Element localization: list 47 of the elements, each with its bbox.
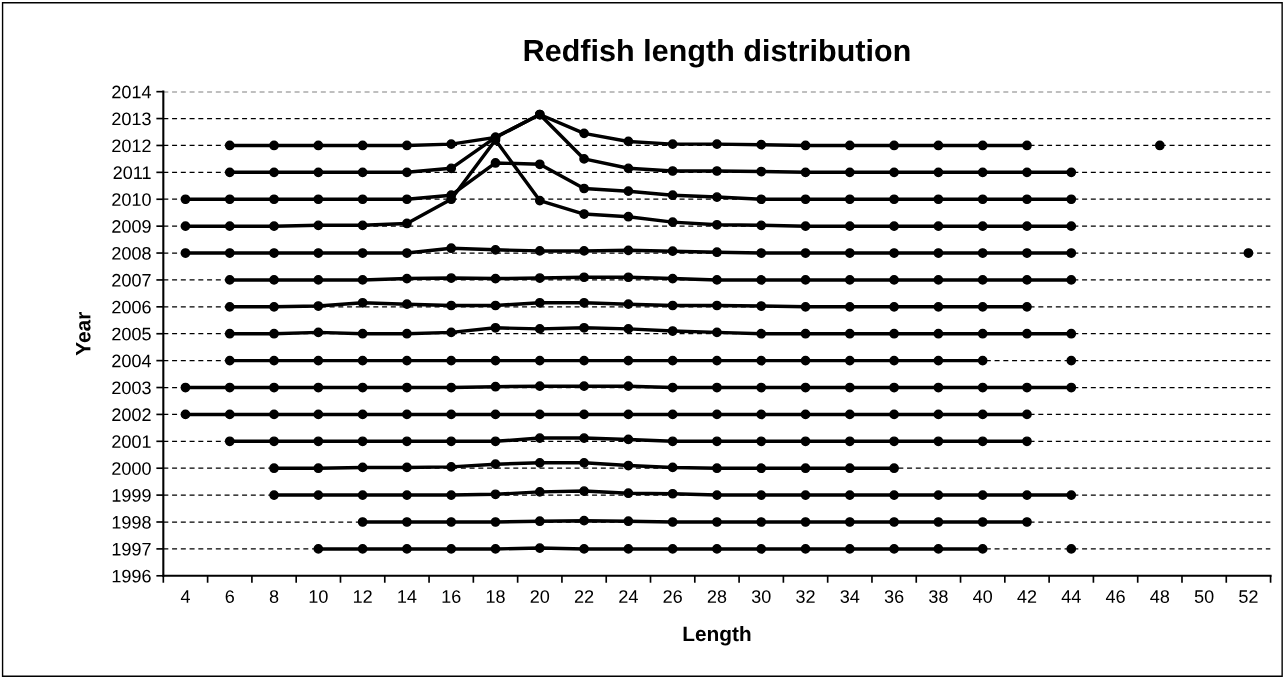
- y-tick-label: 2013: [112, 112, 151, 126]
- x-tick-label: 36: [884, 590, 904, 603]
- y-axis-title: Year: [76, 312, 91, 356]
- x-tick-label: 34: [840, 590, 860, 603]
- x-tick-label: 46: [1105, 590, 1125, 603]
- y-tick-label: 1998: [112, 515, 151, 529]
- x-tick-label: 44: [1061, 590, 1081, 603]
- x-tick-label: 24: [619, 590, 638, 603]
- y-tick-label: 2010: [112, 193, 151, 206]
- y-tick-label: 2014: [112, 85, 151, 99]
- x-tick-label: 6: [225, 590, 234, 603]
- y-tick-label: 2008: [112, 246, 151, 260]
- x-tick-label: 20: [530, 590, 550, 603]
- x-tick-label: 16: [442, 590, 461, 603]
- x-tick-label: 22: [574, 590, 594, 603]
- chart-title: Redfish length distribution: [524, 38, 910, 68]
- y-tick-label: 2009: [112, 220, 151, 233]
- y-tick-label: 2002: [112, 408, 151, 422]
- y-tick-label: 1999: [112, 489, 151, 502]
- x-tick-label: 4: [180, 590, 190, 603]
- x-tick-label: 18: [486, 590, 505, 603]
- x-tick-label: 12: [353, 590, 372, 603]
- y-tick-label: 2006: [112, 300, 151, 314]
- x-tick-label: 30: [751, 590, 771, 603]
- x-axis-title: Length: [683, 625, 751, 646]
- x-tick-label: 26: [663, 590, 682, 603]
- x-tick-label: 40: [973, 590, 993, 603]
- x-tick-label: 50: [1194, 590, 1214, 603]
- y-tick-label: 2001: [112, 435, 151, 449]
- y-tick-label: 2000: [112, 462, 151, 475]
- y-tick-label: 1997: [112, 542, 151, 556]
- y-tick-label: 2012: [112, 139, 151, 153]
- x-tick-label: 14: [398, 590, 417, 603]
- x-tick-label: 8: [269, 590, 279, 603]
- x-tick-label: 38: [929, 590, 948, 603]
- y-tick-label: 2007: [112, 273, 151, 287]
- y-tick-label: 1996: [112, 569, 151, 583]
- x-tick-label: 32: [796, 590, 815, 603]
- y-tick-label: 2004: [112, 354, 151, 368]
- x-tick-label: 10: [309, 590, 328, 603]
- x-tick-label: 52: [1239, 590, 1258, 603]
- y-tick-label: 2005: [112, 327, 151, 341]
- y-tick-label: 2003: [112, 381, 151, 395]
- x-tick-label: 28: [707, 590, 727, 603]
- x-tick-label: 48: [1150, 590, 1170, 603]
- y-tick-label: 2011: [113, 166, 151, 180]
- x-tick-label: 42: [1017, 590, 1037, 603]
